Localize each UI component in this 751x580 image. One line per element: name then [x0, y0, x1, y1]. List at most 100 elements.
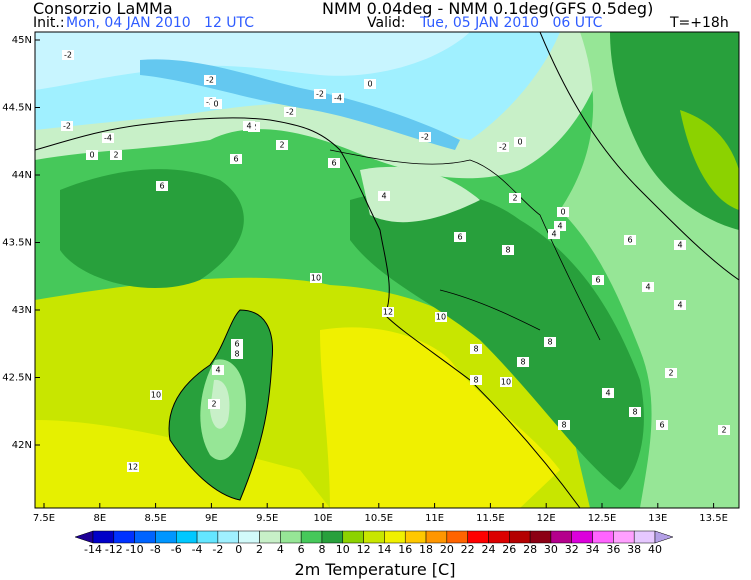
- contour-labels: -2-2-2-2-40-2-4-2-2-20000222444246666888…: [61, 50, 730, 472]
- contour-label-box: [276, 140, 288, 150]
- contour-label-box: [665, 368, 677, 378]
- contour-label: -2: [64, 51, 72, 60]
- contour-label-box: [208, 399, 220, 409]
- contour-label-box: [150, 390, 162, 400]
- contour-label: 10: [501, 378, 511, 387]
- contour-label: 4: [246, 122, 251, 131]
- colorbar-bin: [280, 530, 302, 544]
- colorbar-title: 2m Temperature [C]: [295, 560, 456, 579]
- contour-label-box: [674, 300, 686, 310]
- colorbar-bin: [509, 530, 531, 544]
- lon-label: 8.5E: [144, 513, 166, 524]
- valid-date: Tue, 05 JAN 2010 06 UTC: [419, 15, 603, 31]
- contour-label: 4: [381, 192, 386, 201]
- contour-label: 8: [520, 358, 525, 367]
- colorbar-bin: [592, 530, 614, 544]
- colorbar-label: -12: [105, 543, 123, 556]
- contour-label-box: [517, 357, 529, 367]
- contour-label-box: [544, 337, 556, 347]
- contour-label-box: [210, 99, 222, 109]
- contour-label: 12: [128, 463, 138, 472]
- axis-ticks: 45N 44.5N 44N 43.5N 43N 42.5N 42N 7.5E 8E 8.5E 9E 9…: [2, 35, 728, 524]
- valid-label: Valid:: [367, 15, 405, 31]
- colorbar-bin: [446, 530, 468, 544]
- contour-label: 8: [473, 345, 478, 354]
- contour-label: 2: [512, 194, 517, 203]
- colorbar-bin: [196, 530, 219, 544]
- colorbar-label: 16: [398, 543, 412, 556]
- contour-label-box: [86, 150, 98, 160]
- colorbar-label: 24: [481, 543, 495, 556]
- contour-label: 2: [113, 151, 118, 160]
- colorbar-bin: [321, 530, 344, 544]
- coastline: [168, 309, 274, 501]
- lon-label: 11E: [425, 513, 444, 524]
- colorbar-label: 40: [648, 543, 662, 556]
- colorbar-label: 4: [277, 543, 284, 556]
- contour-label-box: [656, 420, 668, 430]
- colorbar-bin: [404, 530, 427, 544]
- contour-label-box: [557, 207, 569, 217]
- contour-label: 6: [331, 159, 336, 168]
- colorbar-label: 10: [336, 543, 350, 556]
- colorbar-bin: [134, 530, 156, 544]
- colorbar-label: -10: [126, 543, 144, 556]
- contour-label: -2: [206, 76, 214, 85]
- contour-label-box: [231, 339, 243, 349]
- field: [35, 32, 470, 90]
- colorbar-bin: [488, 530, 510, 544]
- contour-label: 12: [383, 308, 393, 317]
- contour-label-box: [642, 282, 654, 292]
- contour-label: 6: [159, 182, 164, 191]
- contour-label: 6: [627, 236, 632, 245]
- contour-label-box: [419, 132, 431, 142]
- contour-label: 4: [551, 230, 556, 239]
- colorbar-label: 36: [606, 543, 620, 556]
- lat-label: 43.5N: [2, 238, 32, 249]
- contour-label: 8: [547, 338, 552, 347]
- lon-label: 7.5E: [33, 513, 55, 524]
- map-fields: [35, 32, 739, 508]
- contour-label-box: [497, 142, 509, 152]
- contour-label: 8: [632, 408, 637, 417]
- colorbar-bin: [571, 530, 593, 544]
- contour-label-box: [378, 191, 390, 201]
- contour-label: -2: [286, 108, 294, 117]
- colorbar-arrow: [654, 530, 674, 544]
- lon-label: 9E: [205, 513, 218, 524]
- contour-label-box: [514, 137, 526, 147]
- contour-label: 8: [234, 350, 239, 359]
- contour-label-box: [674, 240, 686, 250]
- colorbar-bin: [467, 530, 489, 544]
- colorbar: -14 -12 -10 -8 -6 -4 -2 0 2 4 6 8 10 12 14 16 18 20 22 24 26…: [74, 530, 674, 556]
- contour-label-box: [62, 50, 74, 60]
- model: NMM 0.04deg - NMM 0.1deg(GFS 0.5deg): [322, 0, 653, 18]
- lon-label: 8E: [93, 513, 106, 524]
- colorbar-bin: [613, 530, 635, 544]
- colorbar-bin: [92, 530, 115, 544]
- lon-label: 13E: [648, 513, 667, 524]
- colorbar-label: 22: [461, 543, 475, 556]
- lat-label: 43N: [12, 305, 32, 316]
- lon-label: 9.5E: [256, 513, 278, 524]
- contour-label-box: [629, 407, 641, 417]
- lat-label: 42.5N: [2, 373, 32, 384]
- contour-label-box: [102, 133, 114, 143]
- contour-label: -4: [104, 134, 112, 143]
- colorbar-bin: [529, 530, 552, 544]
- contour-label-box: [204, 75, 216, 85]
- colorbar-bin: [633, 530, 656, 544]
- colorbar-label: 28: [523, 543, 537, 556]
- contour-label: 2: [721, 426, 726, 435]
- contour-label: 10: [151, 391, 161, 400]
- lat-label: 42N: [12, 440, 32, 451]
- contour-label-box: [554, 221, 566, 231]
- field: [360, 166, 480, 223]
- contour-label-box: [61, 121, 73, 131]
- lon-label: 11.5E: [476, 513, 505, 524]
- contour-label-box: [231, 349, 243, 359]
- colorbar-label: -4: [192, 543, 203, 556]
- org: Consorzio LaMMa: [33, 0, 173, 18]
- colorbar-label: 8: [318, 543, 325, 556]
- lead-time: T=+18h: [669, 15, 729, 31]
